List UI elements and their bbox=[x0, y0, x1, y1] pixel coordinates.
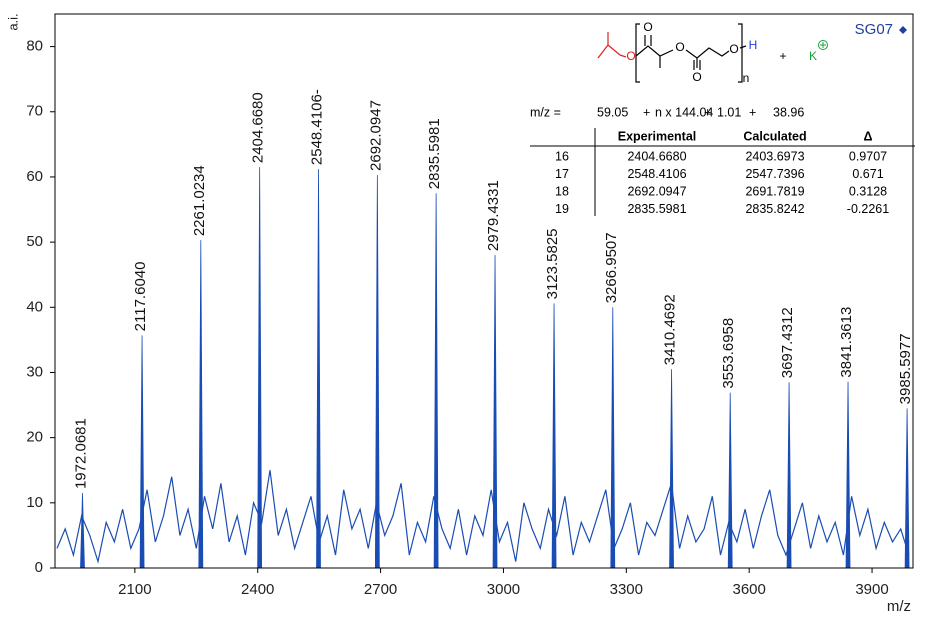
structure-label: n bbox=[743, 71, 750, 85]
formula-part: + bbox=[704, 105, 711, 119]
x-tick-label: 3900 bbox=[855, 581, 888, 598]
formula-part: 1.01 bbox=[717, 105, 741, 119]
x-tick-label: 3000 bbox=[487, 581, 520, 598]
table-header: Δ bbox=[864, 129, 873, 143]
structure-label: O bbox=[692, 70, 701, 84]
y-tick-label: 10 bbox=[26, 494, 43, 511]
bracket-left bbox=[635, 23, 640, 83]
y-tick-label: 40 bbox=[26, 298, 43, 315]
structure-label: O bbox=[643, 20, 652, 34]
peak-label: 3553.6958 bbox=[720, 318, 737, 389]
y-tick-label: 80 bbox=[26, 38, 43, 55]
table-cell: 2835.8242 bbox=[745, 202, 804, 216]
formula-part: + bbox=[749, 105, 756, 119]
peak-label: 2261.0234 bbox=[191, 165, 208, 236]
y-tick-label: 50 bbox=[26, 233, 43, 250]
x-tick-label: 3300 bbox=[610, 581, 643, 598]
y-axis-label: a.i. bbox=[5, 13, 20, 30]
peak-label: 3410.4692 bbox=[662, 294, 679, 365]
peak-label: 2979.4331 bbox=[485, 180, 502, 251]
structure-drawing bbox=[597, 23, 828, 83]
table-cell: 0.3128 bbox=[849, 184, 887, 198]
y-tick-label: 0 bbox=[35, 559, 43, 576]
table-cell: 2403.6973 bbox=[745, 149, 804, 163]
isopropyl-bond bbox=[597, 32, 621, 59]
structure-label: O bbox=[626, 49, 635, 63]
table-header: Calculated bbox=[743, 129, 806, 143]
peak-label: 3841.3613 bbox=[838, 307, 855, 378]
y-tick-label: 30 bbox=[26, 363, 43, 380]
table-cell: 2548.4106 bbox=[627, 167, 686, 181]
x-tick-label: 2400 bbox=[241, 581, 274, 598]
peak-label: 3266.9507 bbox=[603, 232, 620, 303]
structure-label: K bbox=[809, 49, 817, 63]
table-cell: 2835.5981 bbox=[627, 202, 686, 216]
formula-part: + bbox=[643, 105, 650, 119]
charge-circle bbox=[818, 40, 828, 50]
peak-label: 2548.4106- bbox=[308, 89, 325, 165]
plot-frame bbox=[54, 13, 914, 569]
y-tick-label: 70 bbox=[26, 103, 43, 120]
table-cell: 2404.6680 bbox=[627, 149, 686, 163]
peak-label: 3985.5977 bbox=[897, 333, 914, 404]
table-cell: 18 bbox=[555, 184, 569, 198]
table-cell: -0.2261 bbox=[847, 202, 889, 216]
legend-label: SG07 bbox=[855, 21, 893, 38]
table-cell: 19 bbox=[555, 202, 569, 216]
structure-label: + bbox=[779, 49, 786, 63]
formula-part: 59.05 bbox=[597, 105, 628, 119]
table-cell: 2692.0947 bbox=[627, 184, 686, 198]
table-cell: 17 bbox=[555, 167, 569, 181]
bracket-right bbox=[738, 23, 743, 83]
table-cell: 0.9707 bbox=[849, 149, 887, 163]
y-tick-label: 60 bbox=[26, 168, 43, 185]
table-header: Experimental bbox=[618, 129, 697, 143]
x-tick-label: 3600 bbox=[732, 581, 765, 598]
table-cell: 2547.7396 bbox=[745, 167, 804, 181]
x-tick-label: 2100 bbox=[118, 581, 151, 598]
bond bbox=[619, 54, 627, 58]
x-tick-label: 2700 bbox=[364, 581, 397, 598]
peak-label: 1972.0681 bbox=[72, 418, 89, 489]
formula-part: m/z = bbox=[530, 105, 561, 119]
formula-part: n x 144.04 bbox=[655, 105, 713, 119]
structure-label: H bbox=[749, 38, 758, 52]
peak-label: 2692.0947 bbox=[367, 100, 384, 171]
y-tick-label: 20 bbox=[26, 429, 43, 446]
peak-label: 2404.6680 bbox=[250, 92, 267, 163]
x-axis-label: m/z bbox=[887, 598, 911, 615]
peak-label: 2117.6040 bbox=[132, 262, 149, 332]
peak-label: 3123.5825 bbox=[544, 228, 561, 299]
double-bond bbox=[644, 35, 701, 70]
structure-label: O bbox=[675, 40, 684, 54]
table-cell: 0.671 bbox=[852, 167, 883, 181]
table-cell: 16 bbox=[555, 149, 569, 163]
table-cell: 2691.7819 bbox=[745, 184, 804, 198]
peak-label: 2835.5981 bbox=[426, 118, 443, 189]
legend-marker bbox=[899, 26, 907, 34]
bond bbox=[739, 45, 747, 49]
backbone-bond bbox=[635, 45, 730, 68]
formula-part: 38.96 bbox=[773, 105, 804, 119]
charge-plus bbox=[820, 42, 826, 48]
peak-label: 3697.4312 bbox=[779, 307, 796, 378]
structure-label: O bbox=[729, 42, 738, 56]
